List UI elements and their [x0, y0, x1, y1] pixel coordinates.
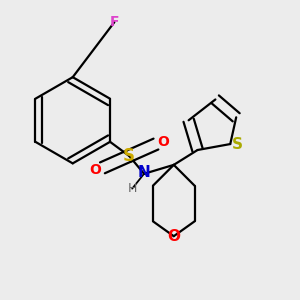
Text: O: O [158, 135, 169, 149]
Text: H: H [128, 182, 137, 195]
Text: S: S [232, 136, 243, 152]
Text: O: O [167, 229, 180, 244]
Text: S: S [123, 147, 135, 165]
Text: N: N [138, 165, 150, 180]
Text: F: F [110, 15, 119, 29]
Text: O: O [89, 163, 101, 177]
